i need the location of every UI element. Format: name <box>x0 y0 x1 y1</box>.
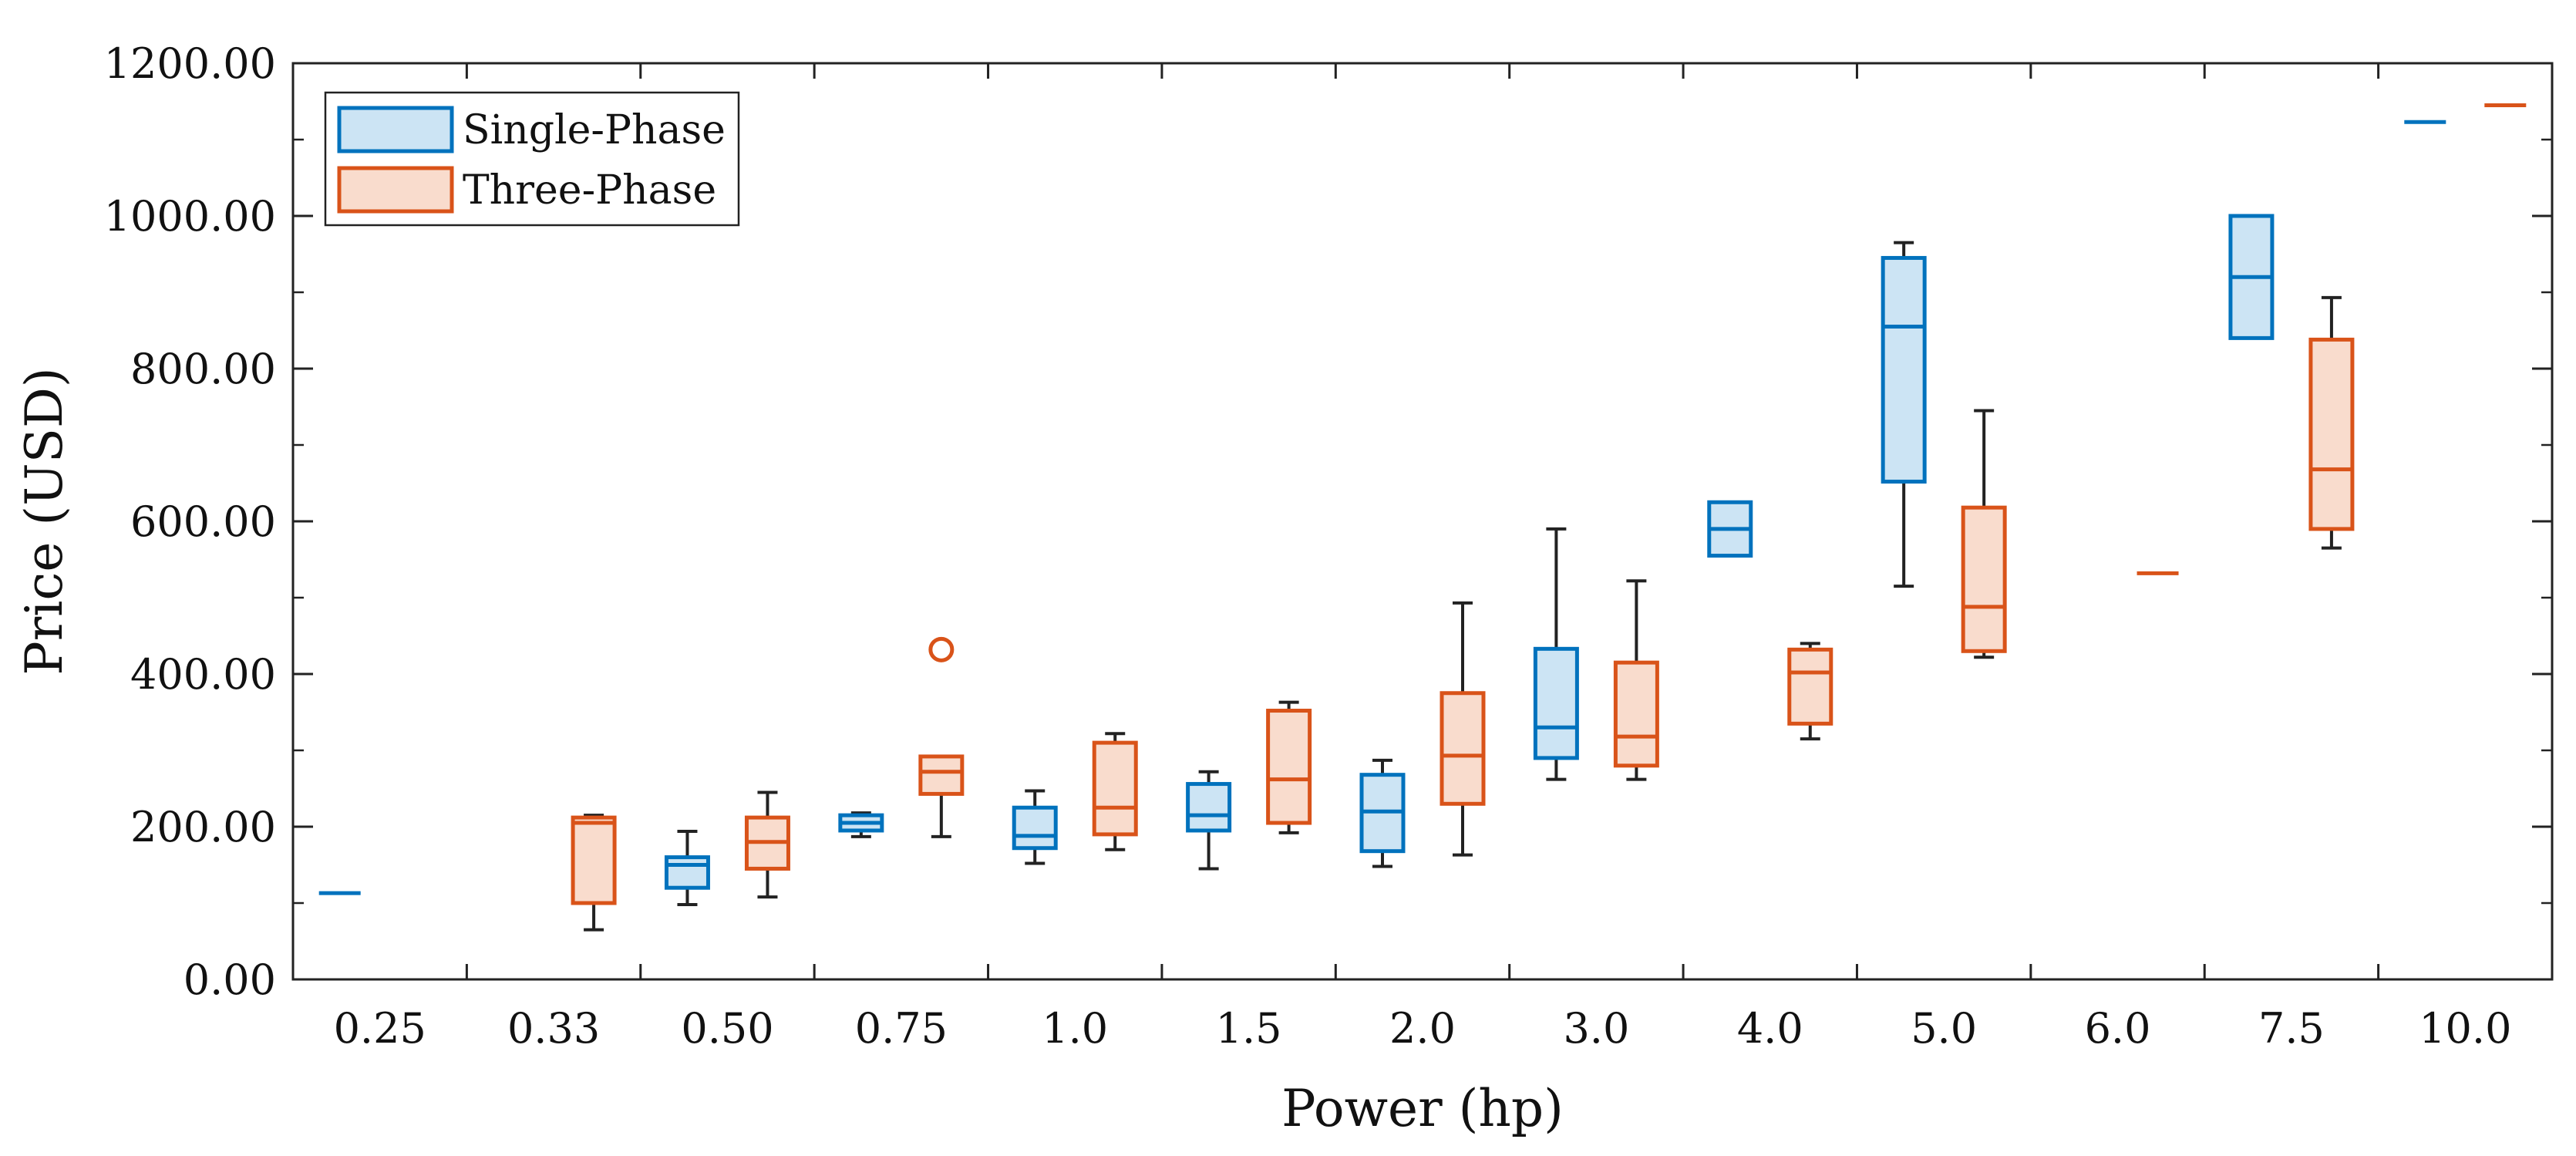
y-tick-label: 600.00 <box>130 497 276 546</box>
x-tick-label: 3.0 <box>1563 1004 1629 1053</box>
x-tick-label: 1.5 <box>1216 1004 1282 1053</box>
iqr-box <box>918 754 965 796</box>
box-single-phase-0.50 <box>664 829 710 906</box>
legend: Single-Phase Three-Phase <box>324 91 740 227</box>
iqr-box <box>571 815 617 905</box>
y-tick-label: 1200.00 <box>104 39 276 88</box>
y-tick-label: 400.00 <box>130 650 276 699</box>
box-single-phase-2.0 <box>1359 758 1406 868</box>
x-axis: 0.25 0.33 0.50 0.75 1.0 1.5 2.0 3.0 4.0 5.0 6.0 7.5… <box>291 63 2554 1053</box>
y-tick-label: 800.00 <box>130 345 276 393</box>
x-tick-label: 7.5 <box>2258 1004 2325 1053</box>
iqr-box <box>664 855 710 890</box>
box-three-phase-1.5 <box>1266 700 1312 834</box>
y-axis: 0.00 200.00 400.00 600.00 800.00 1000.00 1200.… <box>104 39 2552 1004</box>
iqr-box <box>1092 740 1138 837</box>
box-single-phase-1.5 <box>1186 770 1232 871</box>
y-tick-label: 200.00 <box>130 803 276 851</box>
box-three-phase-1.0 <box>1092 732 1138 851</box>
outlier-point <box>928 636 955 662</box>
box-single-phase-4.0 <box>1707 500 1753 558</box>
x-tick-label: 6.0 <box>2085 1004 2151 1053</box>
legend-swatch-three-phase <box>337 166 454 214</box>
box-three-phase-0.33 <box>571 814 617 932</box>
x-axis-title: Power (hp) <box>1281 1079 1564 1138</box>
box-three-phase-7.5 <box>2308 295 2355 550</box>
box-single-phase-0.75 <box>838 811 884 838</box>
iqr-box <box>1266 709 1312 825</box>
box-single-phase-1.0 <box>1012 789 1058 865</box>
boxes <box>318 103 2527 932</box>
x-tick-label: 2.0 <box>1389 1004 1456 1053</box>
y-axis-title: Price (USD) <box>15 367 74 675</box>
iqr-box <box>1881 255 1927 484</box>
iqr-box <box>1787 647 1834 726</box>
legend-swatch-single-phase <box>337 106 454 153</box>
box-three-phase-0.75 <box>918 636 965 838</box>
x-tick-label: 4.0 <box>1737 1004 1803 1053</box>
legend-label-three-phase: Three-Phase <box>463 167 716 214</box>
box-three-phase-5.0 <box>1961 409 2007 659</box>
iqr-box <box>2308 337 2355 531</box>
x-tick-label: 0.75 <box>855 1004 948 1053</box>
box-three-phase-0.50 <box>744 790 790 899</box>
iqr-box <box>1186 782 1232 833</box>
x-tick-label: 5.0 <box>1911 1004 1977 1053</box>
iqr-box <box>1533 646 1579 760</box>
x-tick-label: 10.0 <box>2419 1004 2511 1053</box>
iqr-box <box>1613 660 1659 768</box>
y-tick-label: 0.00 <box>184 955 276 1004</box>
x-tick-label: 0.50 <box>681 1004 773 1053</box>
y-tick-label: 1000.00 <box>104 192 276 241</box>
box-single-phase-7.5 <box>2228 214 2275 340</box>
legend-label-single-phase: Single-Phase <box>463 107 726 153</box>
x-tick-label: 1.0 <box>1042 1004 1108 1053</box>
box-three-phase-4.0 <box>1787 642 1834 741</box>
iqr-box <box>1961 505 2007 653</box>
iqr-box <box>1440 691 1486 806</box>
x-tick-label: 0.25 <box>334 1004 426 1053</box>
box-three-phase-3.0 <box>1613 579 1659 781</box>
box-single-phase-3.0 <box>1533 527 1579 781</box>
box-three-phase-2.0 <box>1440 601 1486 857</box>
iqr-box <box>1012 805 1058 851</box>
box-single-phase-5.0 <box>1881 241 1927 588</box>
x-tick-label: 0.33 <box>507 1004 600 1053</box>
